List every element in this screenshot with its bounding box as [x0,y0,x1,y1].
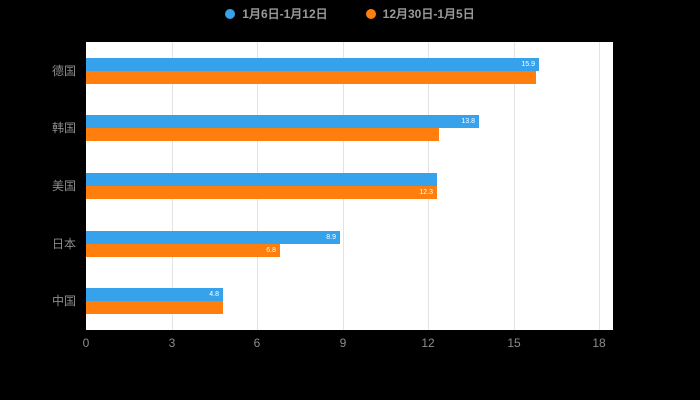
bar-series2 [86,71,536,84]
x-axis-tick-label: 3 [168,336,176,350]
category-label: 日本 [51,237,76,251]
category-label: 中国 [51,294,76,308]
bar-series2: 6.8 [86,244,280,257]
category-label: 韩国 [51,121,76,135]
bar-series1: 15.9 [86,58,539,71]
bar-value-label: 6.8 [266,247,276,254]
x-axis-tick-label: 0 [82,336,90,350]
gridline [514,42,515,330]
legend-label-series1: 1月6日-1月12日 [242,7,328,21]
legend-item-series2[interactable]: 12月30日-1月5日 [365,7,475,21]
x-axis-tick-label: 9 [339,336,347,350]
bar-value-label: 15.9 [521,61,535,68]
bar-series2: 12.3 [86,186,437,199]
bar-series1 [86,173,437,186]
bar-series1: 4.8 [86,288,223,301]
plot-area: 15.9 13.8 8.9 4.8 12.3 6.8 [86,42,613,330]
bar-series2 [86,128,439,141]
x-axis-tick-label: 6 [253,336,261,350]
category-label: 德国 [51,64,76,78]
bar-value-label: 8.9 [326,234,336,241]
x-axis-tick-label: 12 [421,336,435,350]
bar-series1: 13.8 [86,115,479,128]
bar-value-label: 13.8 [461,118,475,125]
category-label: 美国 [51,179,76,193]
bar-value-label: 4.8 [209,291,219,298]
legend-marker-icon [225,9,236,19]
gridline [599,42,600,330]
bar-value-label: 12.3 [419,189,433,196]
x-axis-tick-label: 18 [592,336,606,350]
legend: 1月6日-1月12日 12月30日-1月5日 [0,7,700,21]
legend-label-series2: 12月30日-1月5日 [382,7,475,21]
legend-item-series1[interactable]: 1月6日-1月12日 [225,7,328,21]
legend-marker-icon [365,9,376,19]
bar-series2 [86,301,223,314]
bar-series1: 8.9 [86,231,340,244]
x-axis-tick-label: 15 [507,336,521,350]
